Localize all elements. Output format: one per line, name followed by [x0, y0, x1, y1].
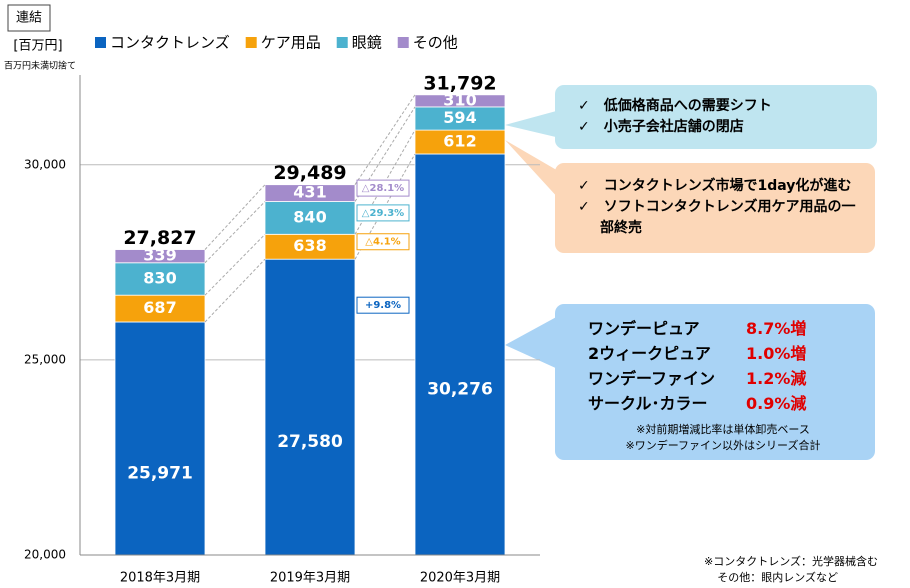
connector [204, 201, 266, 264]
callout-row: ワンデーファイン 1.2%減 [588, 366, 858, 391]
legend-label: コンタクトレンズ [110, 34, 230, 52]
total-label: 31,792 [423, 72, 496, 94]
unit-note: 百万円未満切捨て [4, 60, 76, 72]
bar-segment [114, 294, 206, 323]
connector [204, 233, 266, 296]
product-name: ワンデーファイン [588, 369, 716, 388]
bar-segment [264, 184, 356, 202]
footnote: その他：眼内レンズなど [717, 570, 838, 584]
product-change: 1.0%増 [746, 344, 807, 363]
callout-row: ワンデーピュア 8.7%増 [588, 316, 858, 341]
total-label: 27,827 [123, 227, 196, 249]
footnote: ※コンタクトレンズ：光学器械含む [704, 554, 878, 568]
callout: ✓ 低価格商品への需要シフト ✓ 小売子会社店舗の閉店 [578, 96, 868, 138]
connector [204, 184, 266, 250]
bar-segment [114, 249, 206, 264]
connector [354, 106, 416, 202]
callout-line: ✓ コンタクトレンズ市場で1day化が進む [578, 178, 852, 194]
legend-swatch [397, 37, 409, 48]
value-label: 840 [293, 207, 326, 226]
value-label: 612 [443, 132, 476, 151]
change-label: △29.3% [362, 208, 404, 219]
change-box [356, 204, 410, 222]
legend-label: その他 [413, 34, 458, 52]
legend-label: 眼鏡 [352, 34, 382, 52]
y-tick-label: 30,000 [24, 157, 66, 171]
legend-label: ケア用品 [261, 34, 321, 52]
bar-segment [264, 201, 356, 235]
badge-box [7, 4, 51, 32]
pointer [505, 315, 560, 370]
callout-box [555, 163, 875, 253]
pointer [505, 110, 560, 138]
y-tick-label: 25,000 [24, 352, 66, 366]
value-label: 638 [293, 236, 326, 255]
callout-box [555, 304, 875, 460]
connector [354, 94, 416, 185]
y-tick-label: 20,000 [24, 548, 66, 562]
product-name: ワンデーピュア [588, 319, 700, 338]
callout-row: サークル･カラー 0.9%減 [588, 391, 858, 416]
callout-note: ※対前期増減比率は単体卸売ベース [636, 423, 810, 436]
pointer [505, 140, 560, 200]
callout: ワンデーピュア 8.7%増 2ウィークピュア 1.0%増ワンデーファイン 1.2%減サー… [588, 316, 858, 454]
value-label: 339 [143, 246, 176, 265]
legend-swatch [245, 37, 257, 48]
callout-line: ✓ 低価格商品への需要シフト [578, 98, 772, 114]
value-label: 431 [293, 183, 326, 202]
callout: ✓ コンタクトレンズ市場で1day化が進む ✓ ソフトコンタクトレンズ用ケア用品… [578, 176, 868, 239]
callout-line: ✓ ソフトコンタクトレンズ用ケア用品の一部終売 [578, 199, 856, 236]
bar-segment [414, 153, 506, 556]
product-name: サークル･カラー [588, 394, 708, 413]
badge: 連結 [16, 11, 42, 26]
product-change: 0.9%減 [746, 394, 807, 413]
change-label: +9.8% [365, 300, 401, 311]
value-label: 830 [143, 268, 176, 287]
value-label: 30,276 [427, 379, 493, 399]
x-tick-label: 2020年3月期 [420, 571, 500, 586]
legend-swatch [336, 37, 348, 48]
callout-line: ✓ 小売子会社店舗の閉店 [578, 119, 744, 135]
value-label: 310 [443, 90, 476, 109]
unit-label: [百万円] [13, 39, 62, 54]
change-box [356, 233, 410, 251]
value-label: 594 [443, 108, 476, 127]
change-box [356, 179, 410, 197]
legend-swatch [95, 37, 106, 48]
product-change: 1.2%減 [746, 369, 807, 388]
callout-box [555, 85, 877, 149]
change-label: △28.1% [362, 183, 404, 194]
change-label: △4.1% [365, 237, 400, 248]
value-label: 27,580 [277, 432, 343, 452]
product-change: 8.7%増 [746, 319, 807, 338]
product-name: 2ウィークピュア [588, 344, 711, 363]
bar-segment [264, 258, 356, 556]
total-label: 29,489 [273, 162, 346, 184]
bar-segment [114, 321, 206, 556]
callout-note: ※ワンデーファイン以外はシリーズ合計 [625, 439, 821, 452]
value-label: 687 [143, 298, 176, 317]
change-box [356, 296, 410, 314]
bar-segment [414, 94, 506, 108]
x-tick-label: 2019年3月期 [270, 571, 350, 586]
value-label: 25,971 [127, 463, 193, 483]
callout-row: 2ウィークピュア 1.0%増 [588, 341, 858, 366]
x-tick-label: 2018年3月期 [120, 571, 200, 586]
connector [204, 258, 266, 323]
